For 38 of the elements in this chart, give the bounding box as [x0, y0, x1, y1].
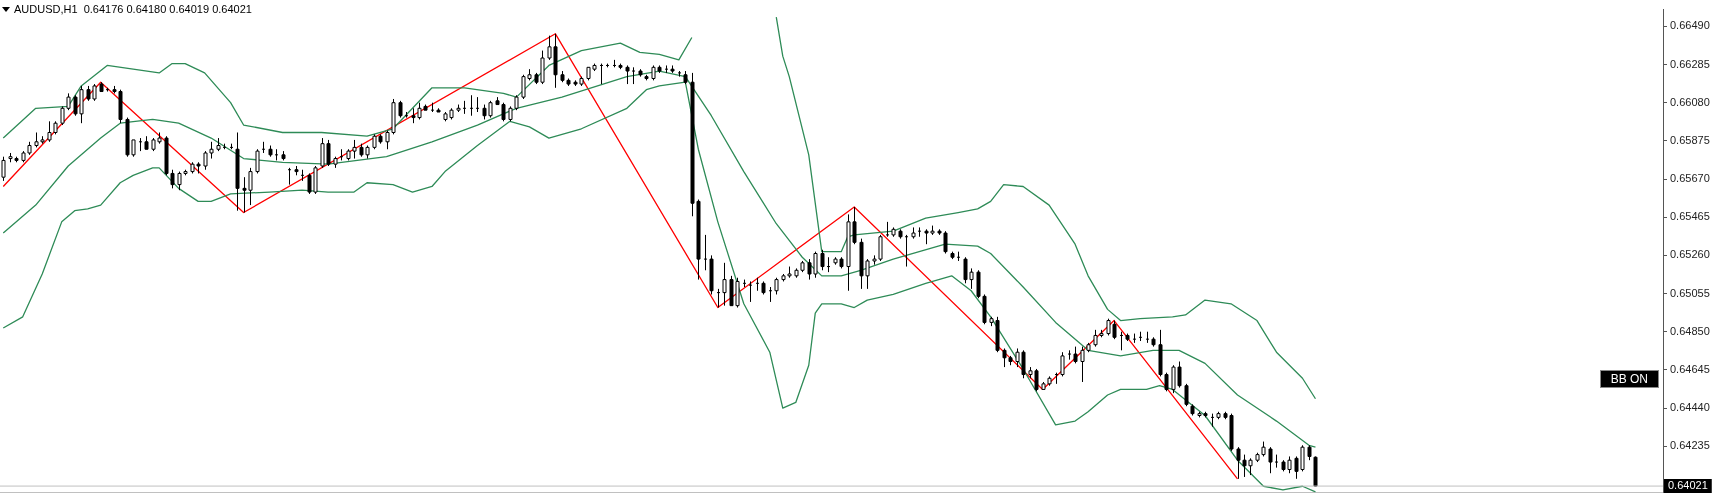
candlestick — [917, 226, 922, 238]
candlestick — [300, 169, 305, 182]
candlestick — [768, 286, 773, 303]
candlestick — [748, 280, 753, 303]
candlestick — [664, 64, 669, 74]
candlestick — [274, 148, 279, 161]
candlestick — [755, 277, 760, 292]
y-tick-label: 0.65670 — [1670, 172, 1710, 185]
candlestick — [138, 137, 143, 152]
y-tick-label: 0.64235 — [1670, 439, 1710, 452]
annotation: BB ON — [1599, 370, 1659, 388]
y-tick-label: 0.66080 — [1670, 95, 1710, 108]
candlestick — [716, 288, 721, 309]
candlestick — [462, 100, 467, 115]
ref-line-label: 0.64021 — [1668, 479, 1708, 492]
y-tick-label: 0.65055 — [1670, 286, 1710, 299]
candlestick — [1119, 331, 1124, 351]
candlestick — [475, 96, 480, 113]
y-tick-label: 0.66285 — [1670, 57, 1710, 70]
candlestick — [1054, 372, 1059, 385]
y-tick-label: 0.64440 — [1670, 401, 1710, 414]
candlestick — [469, 94, 474, 117]
candlestick — [1210, 413, 1215, 428]
candlestick — [261, 141, 266, 154]
candlestick — [904, 234, 909, 268]
chart-title: AUDUSD,H1 0.64176 0.64180 0.64019 0.64021 — [14, 3, 252, 15]
y-tick-label: 0.65260 — [1670, 248, 1710, 261]
candlestick — [1145, 331, 1150, 344]
y-tick-label: 0.65875 — [1670, 133, 1710, 146]
candlestick — [703, 234, 708, 271]
candlestick — [287, 167, 292, 186]
y-tick-label: 0.66490 — [1670, 19, 1710, 32]
candlestick — [339, 148, 344, 161]
y-tick-label: 0.64645 — [1670, 362, 1710, 375]
y-tick-label: 0.65465 — [1670, 210, 1710, 223]
y-tick-label: 0.64850 — [1670, 324, 1710, 337]
candlestick — [599, 63, 604, 85]
candlestick — [826, 256, 831, 273]
